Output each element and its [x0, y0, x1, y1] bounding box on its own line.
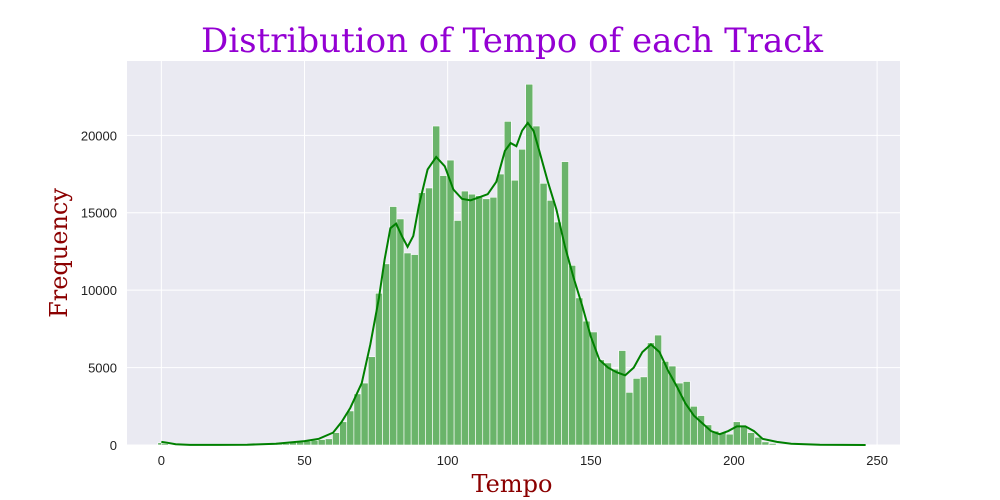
histogram-bar: [339, 421, 348, 446]
histogram-bar: [511, 179, 519, 446]
x-tick-label: 250: [866, 453, 888, 468]
histogram-bar: [389, 206, 398, 446]
chart-title: Distribution of Tempo of each Track: [201, 21, 823, 61]
histogram-bar: [625, 392, 634, 446]
histogram-bar: [761, 441, 770, 446]
histogram-bar: [554, 221, 562, 446]
histogram-bar: [661, 361, 670, 446]
histogram-bar: [496, 173, 505, 446]
histogram-bar: [310, 440, 319, 446]
histogram-bar: [317, 439, 326, 446]
x-tick-label: 0: [158, 453, 165, 468]
histogram-bar: [346, 410, 355, 446]
histogram-bar: [618, 350, 627, 446]
histogram-bar: [432, 125, 441, 446]
x-tick-label: 50: [297, 453, 311, 468]
histogram-bar: [582, 320, 591, 446]
y-axis-label: Frequency: [45, 188, 73, 318]
histogram-bar: [754, 436, 763, 446]
histogram-bar: [332, 432, 340, 446]
histogram-bar: [604, 362, 612, 446]
histogram-bar: [632, 378, 641, 446]
histogram-bar: [360, 382, 369, 446]
histogram-bar: [725, 433, 734, 446]
histogram-bar: [525, 83, 534, 446]
histogram-bar: [410, 254, 419, 446]
histogram-bar: [768, 443, 777, 446]
x-tick-label: 150: [580, 453, 602, 468]
histogram-bar: [568, 265, 577, 446]
histogram-bar: [425, 187, 433, 446]
histogram-bar: [396, 218, 405, 446]
histogram-bar: [453, 220, 462, 446]
histogram-bar: [539, 183, 548, 446]
histogram-bar: [747, 432, 755, 446]
y-tick-label: 10000: [81, 283, 117, 298]
histogram-bar: [532, 125, 541, 446]
histogram-bar: [575, 297, 584, 446]
histogram-bar: [460, 190, 469, 446]
histogram-bar: [639, 376, 648, 446]
histogram-bar: [489, 196, 498, 446]
x-tick-label: 200: [723, 453, 745, 468]
histogram-bar: [732, 421, 741, 446]
histogram-bar: [324, 438, 333, 446]
histogram-bar: [503, 121, 512, 446]
histogram-bar: [468, 193, 476, 446]
histogram-bar: [439, 175, 448, 446]
y-tick-label: 20000: [81, 128, 117, 143]
x-tick-label: 100: [437, 453, 459, 468]
histogram-bar: [518, 148, 526, 446]
histogram-bar: [446, 159, 455, 446]
histogram-bar: [418, 192, 426, 446]
y-tick-label: 5000: [88, 361, 117, 376]
histogram-bar: [367, 356, 376, 446]
histogram-bar: [353, 393, 362, 446]
axis-ticks: 0 50 100 150 200 250 0 5000 10000 15000 20000: [81, 128, 888, 468]
histogram-bar: [740, 426, 748, 446]
histogram-bar: [546, 200, 555, 446]
x-axis-label: Tempo: [472, 470, 553, 498]
histogram-bar: [561, 161, 569, 446]
histogram-bar: [611, 368, 619, 446]
histogram-bar: [596, 359, 605, 446]
histogram-bar: [647, 342, 655, 446]
kde-curve: [161, 121, 866, 446]
histogram-bar: [161, 443, 169, 446]
histogram-bar: [482, 198, 491, 446]
histogram-bar: [382, 263, 390, 446]
histogram-bars: [157, 83, 777, 446]
y-tick-label: 0: [110, 438, 117, 453]
histogram-bar: [475, 195, 483, 446]
histogram-bar: [403, 252, 412, 446]
y-tick-label: 15000: [81, 206, 117, 221]
histogram-bar: [682, 381, 691, 446]
